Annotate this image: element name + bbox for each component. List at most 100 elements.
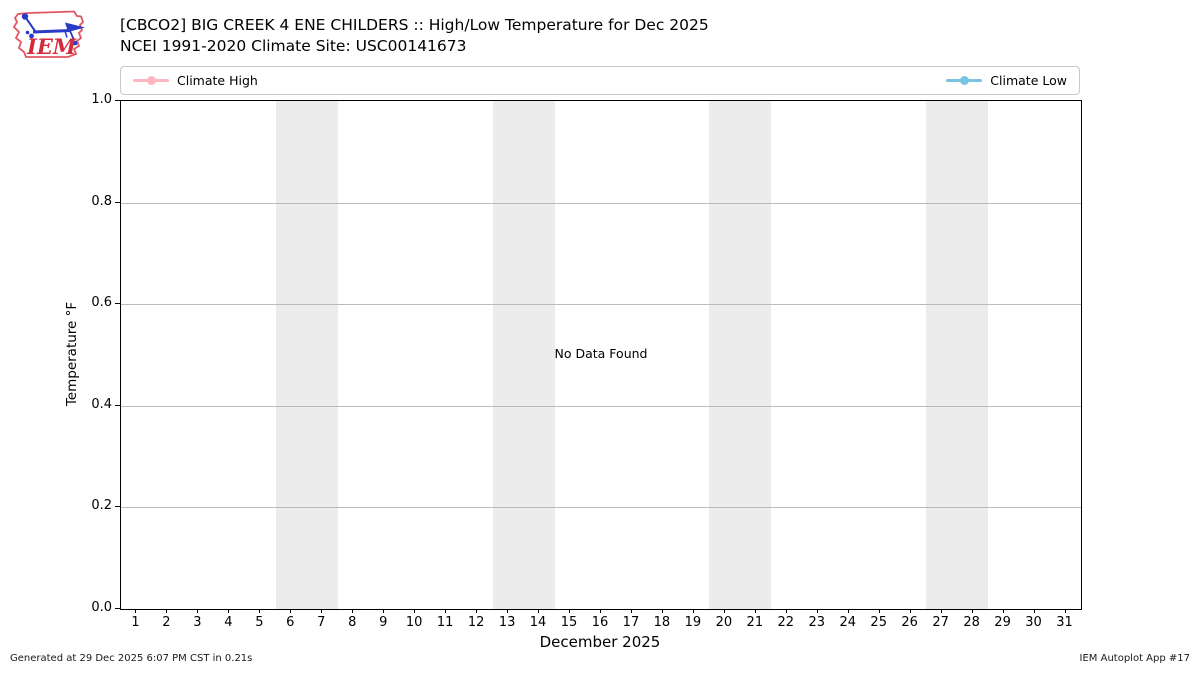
- x-tick-mark: [692, 609, 694, 613]
- x-tick-label: 11: [436, 615, 454, 630]
- climate-low-marker-icon: [946, 75, 983, 86]
- iowa-outline-icon: IEM: [12, 10, 85, 59]
- y-tick-label: 0.0: [91, 600, 112, 615]
- iem-logo: IEM: [8, 5, 112, 71]
- x-tick-label: 9: [379, 615, 388, 630]
- y-tick-mark: [115, 201, 120, 203]
- x-tick-mark: [661, 609, 663, 613]
- title-block: [CBCO2] BIG CREEK 4 ENE CHILDERS :: High…: [120, 15, 709, 57]
- x-tick-label: 23: [808, 615, 826, 630]
- x-tick-mark: [816, 609, 818, 613]
- x-tick-label: 18: [653, 615, 671, 630]
- x-tick-mark: [135, 609, 137, 613]
- x-tick-label: 28: [963, 615, 980, 630]
- x-tick-label: 2: [162, 615, 171, 630]
- x-tick-label: 14: [529, 615, 547, 630]
- chart-subtitle: NCEI 1991-2020 Climate Site: USC00141673: [120, 37, 467, 55]
- x-tick-label: 25: [870, 615, 887, 630]
- gridline: [121, 507, 1081, 509]
- iem-logo-text: IEM: [26, 34, 77, 59]
- x-tick-label: 6: [286, 615, 295, 630]
- x-tick-label: 19: [684, 615, 702, 630]
- x-tick-mark: [538, 609, 540, 613]
- weekend-shading-band: [275, 101, 338, 609]
- y-tick-label: 0.4: [91, 396, 112, 412]
- x-tick-mark: [1002, 609, 1004, 613]
- x-tick-mark: [259, 609, 261, 613]
- x-tick-label: 31: [1056, 615, 1073, 630]
- x-tick-mark: [290, 609, 292, 613]
- x-tick-mark: [723, 609, 725, 613]
- x-tick-label: 3: [193, 615, 202, 630]
- y-tick-label: 0.2: [91, 498, 112, 514]
- x-tick-mark: [352, 609, 354, 613]
- climate-high-marker-icon: [133, 75, 169, 86]
- x-tick-label: 4: [224, 615, 233, 630]
- x-tick-label: 20: [715, 615, 733, 630]
- x-tick-mark: [909, 609, 911, 613]
- plot-area: No Data Found: [120, 100, 1082, 610]
- x-tick-mark: [197, 609, 199, 613]
- legend-entry-climate-high: Climate High: [133, 73, 258, 88]
- weekend-shading-band: [926, 101, 989, 609]
- x-tick-label: 10: [405, 615, 423, 630]
- weekend-shading-band: [492, 101, 555, 609]
- chart-title: [CBCO2] BIG CREEK 4 ENE CHILDERS :: High…: [120, 16, 709, 34]
- x-tick-mark: [1033, 609, 1035, 613]
- x-tick-label: 1: [131, 615, 140, 630]
- gridline: [121, 405, 1081, 407]
- x-tick-mark: [166, 609, 168, 613]
- y-tick-mark: [115, 404, 120, 406]
- app-credit: IEM Autoplot App #17: [1079, 653, 1190, 664]
- x-tick-mark: [971, 609, 973, 613]
- x-tick-label: 5: [255, 615, 264, 630]
- gridline: [121, 304, 1081, 306]
- y-tick-label: 0.6: [91, 295, 112, 311]
- x-tick-mark: [847, 609, 849, 613]
- legend-label-climate-low: Climate Low: [990, 73, 1067, 88]
- x-tick-mark: [940, 609, 942, 613]
- x-tick-mark: [600, 609, 601, 613]
- y-tick-label: 1.0: [91, 92, 112, 107]
- x-tick-mark: [445, 609, 447, 613]
- x-tick-mark: [569, 609, 571, 613]
- x-tick-label: 26: [901, 615, 918, 630]
- x-tick-mark: [228, 609, 230, 613]
- x-tick-label: 17: [622, 615, 640, 630]
- x-tick-mark: [321, 609, 323, 613]
- weather-vane-icon: [21, 13, 85, 46]
- x-tick-label: 24: [839, 615, 856, 630]
- x-tick-label: 30: [1025, 615, 1042, 630]
- legend-label-climate-high: Climate High: [177, 73, 258, 88]
- x-tick-mark: [507, 609, 509, 613]
- y-tick-mark: [115, 506, 120, 508]
- x-tick-label: 21: [746, 615, 764, 630]
- y-tick-mark: [115, 100, 120, 101]
- x-tick-label: 12: [467, 615, 485, 630]
- x-tick-label: 8: [348, 615, 357, 630]
- x-tick-label: 16: [591, 615, 609, 630]
- y-tick-label: 0.8: [91, 193, 112, 209]
- x-tick-mark: [754, 609, 756, 613]
- x-axis-label: December 2025: [539, 633, 661, 651]
- legend: Climate High Climate Low: [120, 66, 1080, 95]
- x-tick-mark: [414, 609, 416, 613]
- x-tick-label: 7: [317, 615, 326, 630]
- x-tick-label: 27: [932, 615, 949, 630]
- x-tick-label: 29: [994, 615, 1011, 630]
- x-tick-label: 15: [560, 615, 578, 630]
- x-tick-mark: [630, 609, 632, 613]
- x-tick-mark: [1064, 609, 1066, 613]
- y-tick-mark: [115, 608, 120, 609]
- x-tick-label: 13: [498, 615, 516, 630]
- no-data-message: No Data Found: [554, 346, 648, 361]
- y-axis-label: Temperature °F: [64, 301, 80, 407]
- gridline: [121, 202, 1081, 204]
- y-tick-mark: [115, 303, 120, 305]
- x-tick-mark: [476, 609, 478, 613]
- weekend-shading-band: [709, 101, 772, 609]
- x-tick-mark: [878, 609, 880, 613]
- x-tick-mark: [785, 609, 787, 613]
- x-tick-label: 22: [777, 615, 795, 630]
